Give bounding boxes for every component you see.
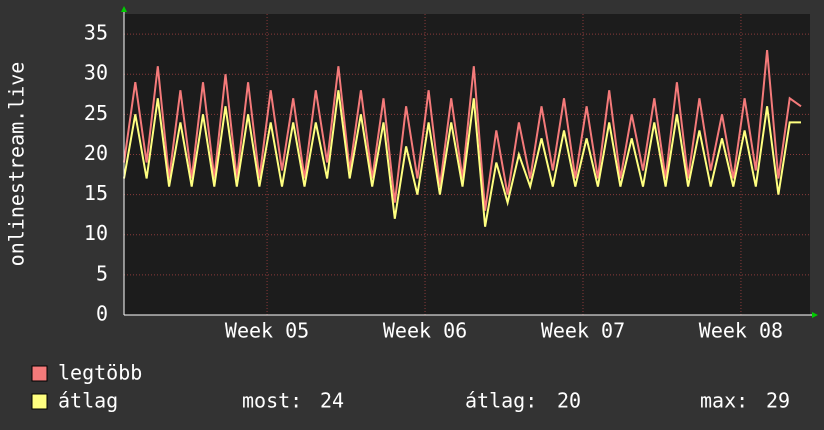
y-tick-label: 20	[84, 141, 108, 165]
y-tick-label: 10	[84, 221, 108, 245]
stat-value: 20	[557, 389, 581, 413]
series-line	[123, 90, 801, 227]
y-tick-label: 25	[84, 101, 108, 125]
y-tick-label: 15	[84, 181, 108, 205]
legend-swatch	[31, 393, 48, 410]
stat-label: max:	[700, 389, 748, 413]
y-tick-label: 5	[96, 261, 108, 285]
x-tick-label: Week 05	[225, 319, 309, 343]
legend-swatch	[31, 365, 48, 382]
axis-arrow	[812, 312, 818, 318]
y-tick-label: 30	[84, 61, 108, 85]
axis-arrow	[121, 6, 127, 12]
x-tick-label: Week 07	[541, 319, 625, 343]
y-tick-label: 0	[96, 302, 108, 326]
legend-label: legtöbb	[58, 361, 142, 385]
x-tick-label: Week 06	[383, 319, 467, 343]
stat-label: átlag:	[465, 389, 537, 413]
y-axis-label: onlinestream.live	[5, 62, 29, 267]
stat-value: 29	[766, 389, 790, 413]
stat-value: 24	[320, 389, 344, 413]
y-tick-label: 35	[84, 21, 108, 45]
stat-label: most:	[242, 389, 302, 413]
legend-label: átlag	[58, 389, 118, 413]
series-line	[123, 50, 802, 211]
x-tick-label: Week 08	[699, 319, 783, 343]
